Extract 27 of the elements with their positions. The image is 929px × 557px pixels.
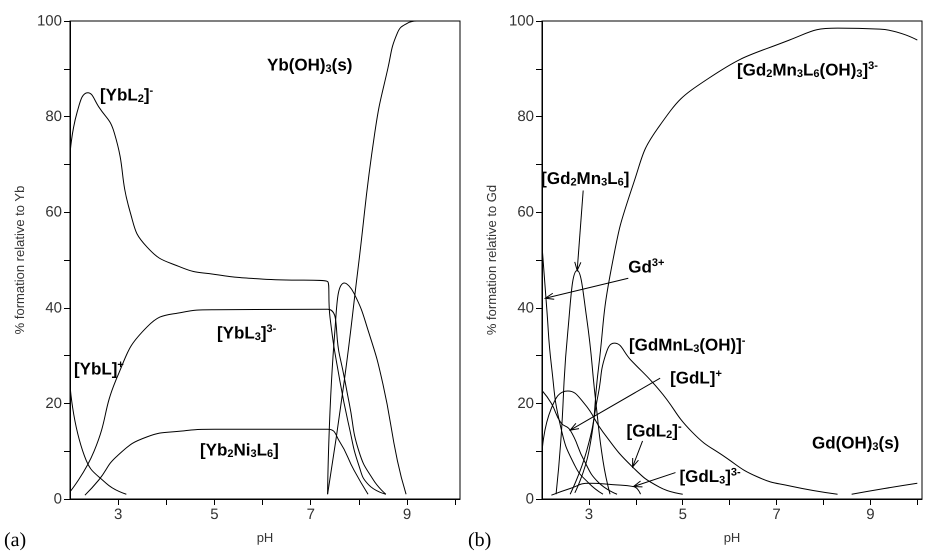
y-tick-label: 60 <box>45 204 62 221</box>
y-tick-label: 80 <box>517 108 534 126</box>
y-tick-label: 20 <box>45 394 62 412</box>
y-tick-label: 40 <box>517 299 534 316</box>
y-tick-label: 80 <box>45 108 62 126</box>
x-axis-title: pH <box>256 530 274 545</box>
y-tick-label: 100 <box>36 12 62 30</box>
x-axis-title: pH <box>724 530 740 545</box>
y-tick-label: 100 <box>508 12 534 30</box>
y-tick-label: 0 <box>54 490 62 508</box>
x-tick-label: 3 <box>584 506 594 523</box>
y-tick-label: 0 <box>526 490 534 508</box>
text: (b) <box>468 529 492 551</box>
y-axis-title: % formation relative to Yb <box>12 186 28 334</box>
y-tick-label: 60 <box>517 204 534 221</box>
y-axis-title: % formation relative to Gd <box>484 184 500 336</box>
x-tick-label: 7 <box>772 506 781 523</box>
x-tick-label: 5 <box>210 506 219 523</box>
x-tick-label: 5 <box>678 506 687 523</box>
x-tick-label: 9 <box>402 506 412 523</box>
y-tick-label: 40 <box>45 299 62 316</box>
x-tick-label: 9 <box>866 506 875 523</box>
x-tick-label: 7 <box>306 506 315 523</box>
annotation: [GdL]+ <box>670 368 722 388</box>
y-tick-label: 20 <box>517 394 534 412</box>
x-tick-label: 3 <box>114 506 122 523</box>
text: (a) <box>4 529 26 551</box>
